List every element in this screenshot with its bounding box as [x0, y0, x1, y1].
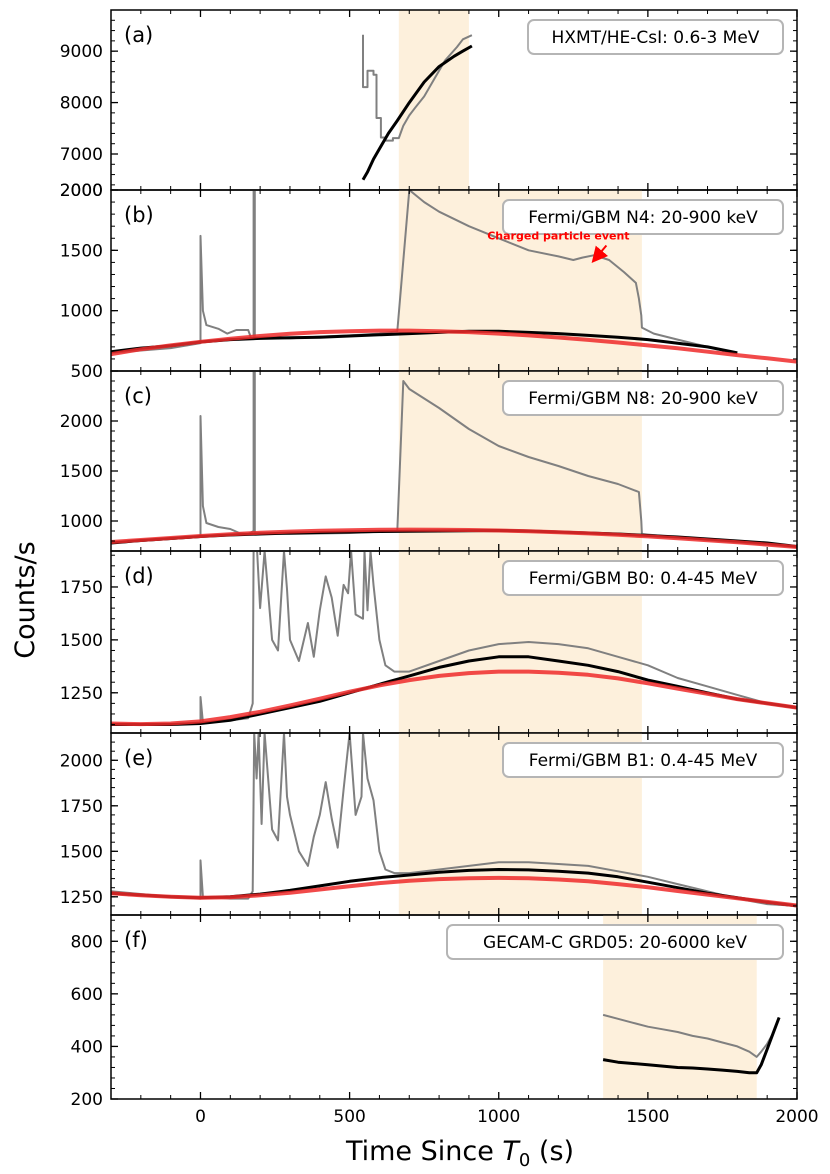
ytick-label-b-1: 1000: [60, 302, 103, 322]
annotation-arrow: [591, 244, 609, 264]
series-observed-f: [602, 1013, 781, 1058]
series-background-f: [602, 1016, 781, 1075]
series-fit-b: [111, 328, 797, 364]
panel-label-c: (c): [124, 384, 152, 408]
legend-box-e: [502, 742, 784, 778]
ytick-label-f-2: 600: [71, 985, 103, 1005]
panel-label-d: (d): [124, 564, 154, 588]
series-group-a: [361, 34, 473, 181]
x-axis-title-symbol: T: [502, 1136, 521, 1167]
ytick-label-f-0: 200: [71, 1090, 103, 1110]
panel-label-e: (e): [124, 746, 153, 770]
ytick-label-e-2: 1750: [60, 797, 103, 817]
panel-e: (e) Fermi/GBM B1: 0.4-45 MeV 1250 1500 1750 2…: [60, 732, 798, 916]
panel-label-f: (f): [124, 928, 148, 952]
ytick-label-b-3: 2000: [60, 181, 103, 201]
panel-b: (b) Fermi/GBM N4: 20-900 keV 500 1000 1500 20…: [60, 181, 798, 382]
series-fit-e: [111, 875, 797, 908]
series-fit-d: [111, 669, 797, 727]
legend-text-c: Fermi/GBM N8: 20-900 keV: [528, 389, 758, 409]
ytick-label-e-1: 1500: [60, 842, 103, 862]
series-observed-b: [111, 190, 738, 354]
xtick-label-3: 1500: [626, 1107, 669, 1127]
annotation-text: Charged particle event: [487, 229, 629, 242]
ytick-label-d-2: 1750: [60, 578, 103, 598]
ytick-label-c-0: 1000: [60, 512, 103, 532]
legend-box-c: [502, 380, 784, 416]
ytick-label-b-2: 1500: [60, 241, 103, 261]
panel-a: (a) HXMT/HE-CsI: 0.6-3 MeV 7000 8000 9000 200…: [60, 9, 798, 201]
series-fit-c: [111, 527, 797, 549]
series-group-c: [111, 371, 797, 549]
series-group-b: [111, 190, 797, 364]
ytick-label-f-1: 400: [71, 1037, 103, 1057]
ytick-label-e-3: 2000: [60, 751, 103, 771]
panels: (a) HXMT/HE-CsI: 0.6-3 MeV700080009000200…: [60, 9, 819, 1127]
panel-d: (d) Fermi/GBM B0: 0.4-45 MeV 1250 1500 1750: [60, 550, 798, 734]
y-axis-title: Counts/s: [10, 541, 41, 658]
ytick-label-b-0: 500: [71, 362, 103, 382]
legend-text-b: Fermi/GBM N4: 20-900 keV: [528, 208, 758, 228]
legend-text-d: Fermi/GBM B0: 0.4-45 MeV: [529, 569, 758, 589]
legend-box-a: [527, 19, 784, 55]
series-group-f: [602, 1013, 781, 1075]
xtick-label-1: 500: [333, 1107, 365, 1127]
legend-text-f: GECAM-C GRD05: 20-6000 keV: [483, 933, 747, 953]
ytick-label-a-0: 7000: [60, 145, 103, 165]
series-observed-d: [111, 551, 797, 726]
legend-text-e: Fermi/GBM B1: 0.4-45 MeV: [529, 751, 758, 771]
x-axis-title-prefix: Time Since: [345, 1136, 502, 1167]
panel-frame-f: [110, 914, 798, 1100]
series-observed-a: [362, 34, 473, 142]
ytick-label-a-2: 9000: [60, 42, 103, 62]
ytick-label-d-0: 1250: [60, 684, 103, 704]
ytick-label-c-2: 2000: [60, 412, 103, 432]
series-background-a: [361, 44, 473, 181]
ytick-label-d-1: 1500: [60, 631, 103, 651]
series-group-d: [111, 551, 797, 727]
legend-text-a: HXMT/HE-CsI: 0.6-3 MeV: [552, 28, 760, 48]
ytick-label-c-1: 1500: [60, 462, 103, 482]
ytick-label-a-1: 8000: [60, 94, 103, 114]
xtick-label-4: 2000: [775, 1107, 818, 1127]
series-observed-e: [111, 733, 797, 907]
panel-c: (c) Fermi/GBM N8: 20-900 keV 1000 1500 2000: [60, 370, 798, 552]
legend-box-f: [446, 924, 784, 960]
panel-f: (f) GECAM-C GRD05: 20-6000 keV 200 400 600 80…: [71, 914, 798, 1110]
series-group-e: [111, 733, 797, 908]
panel-label-a: (a): [124, 23, 153, 47]
legend-box-d: [502, 560, 784, 596]
ytick-label-e-0: 1250: [60, 888, 103, 908]
ytick-label-bottom-a: 2000: [60, 181, 103, 201]
legend-box-b: [502, 199, 784, 235]
x-axis-title-subscript: 0: [519, 1150, 530, 1171]
panel-label-b: (b): [124, 203, 154, 227]
x-axis-title: Time Since T0 (s): [345, 1136, 574, 1171]
ytick-label-f-3: 800: [71, 932, 103, 952]
x-axis-title-suffix: (s): [530, 1136, 574, 1167]
xtick-label-2: 1000: [477, 1107, 520, 1127]
xtick-label-0: 0: [195, 1107, 206, 1127]
